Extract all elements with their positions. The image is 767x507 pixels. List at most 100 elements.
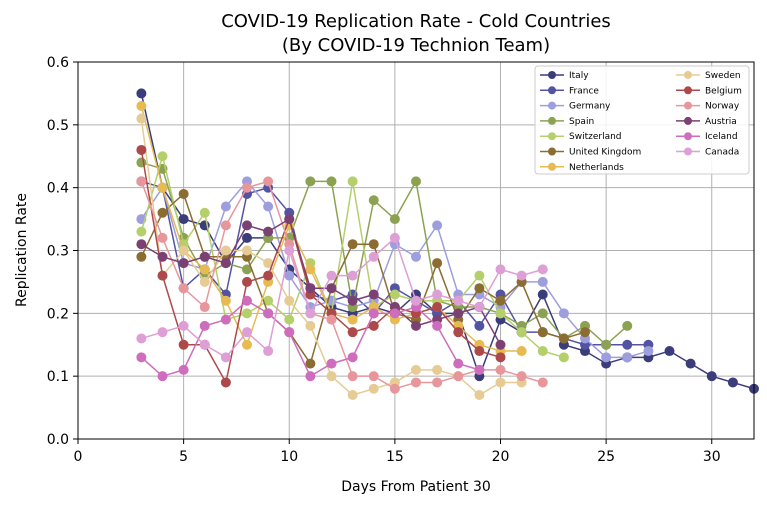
point-united-kingdom bbox=[537, 327, 548, 338]
point-austria bbox=[220, 258, 231, 269]
legend-label: Italy bbox=[569, 71, 589, 81]
point-united-kingdom bbox=[136, 251, 147, 262]
point-sweden bbox=[305, 320, 316, 331]
point-germany bbox=[643, 346, 654, 357]
legend-swatch-marker bbox=[684, 116, 692, 125]
point-norway bbox=[242, 182, 252, 193]
point-norway bbox=[389, 383, 400, 394]
point-switzerland bbox=[389, 289, 400, 300]
point-united-kingdom bbox=[432, 258, 443, 269]
point-switzerland bbox=[199, 207, 210, 218]
point-austria bbox=[157, 251, 168, 262]
series-layer bbox=[136, 88, 759, 401]
y-tick-label: 0.0 bbox=[47, 432, 69, 448]
point-belgium bbox=[453, 327, 464, 338]
legend-swatch-marker bbox=[548, 86, 556, 95]
point-canada bbox=[495, 264, 506, 275]
point-iceland bbox=[389, 308, 400, 319]
point-norway bbox=[516, 371, 527, 382]
point-italy bbox=[706, 371, 717, 382]
legend-swatch-marker bbox=[684, 71, 692, 79]
point-netherlands bbox=[199, 264, 210, 275]
x-tick-label: 25 bbox=[597, 449, 615, 465]
point-austria bbox=[199, 251, 210, 262]
legend-item-sweden: Sweden bbox=[676, 71, 741, 81]
point-canada bbox=[474, 302, 485, 313]
point-italy bbox=[136, 88, 147, 99]
point-switzerland bbox=[347, 176, 358, 187]
point-france bbox=[622, 339, 633, 350]
point-iceland bbox=[347, 352, 358, 363]
point-canada bbox=[432, 289, 443, 300]
legend-label: Belgium bbox=[705, 86, 742, 96]
point-spain bbox=[389, 214, 400, 225]
point-belgium bbox=[347, 327, 358, 338]
point-norway bbox=[411, 377, 421, 388]
legend-item-netherlands: Netherlands bbox=[540, 162, 624, 173]
point-united-kingdom bbox=[157, 207, 168, 218]
point-netherlands bbox=[516, 346, 527, 357]
legend-label: Sweden bbox=[705, 71, 741, 81]
point-iceland bbox=[474, 364, 485, 375]
legend-item-italy: Italy bbox=[540, 71, 589, 81]
point-united-kingdom bbox=[580, 327, 590, 338]
point-sweden bbox=[347, 390, 358, 401]
point-belgium bbox=[432, 302, 443, 313]
series-austria bbox=[136, 214, 506, 350]
point-switzerland bbox=[157, 151, 168, 162]
point-italy bbox=[537, 289, 548, 300]
point-iceland bbox=[136, 352, 147, 363]
point-norway bbox=[537, 377, 548, 388]
point-norway bbox=[178, 283, 189, 294]
legend-swatch-marker bbox=[548, 132, 556, 141]
x-tick-label: 0 bbox=[74, 449, 83, 465]
point-canada bbox=[389, 232, 400, 243]
legend-label: Netherlands bbox=[569, 163, 624, 173]
point-sweden bbox=[432, 364, 443, 375]
point-austria bbox=[284, 214, 295, 225]
point-sweden bbox=[242, 245, 252, 256]
point-netherlands bbox=[157, 182, 168, 193]
y-tick-label: 0.3 bbox=[47, 244, 69, 260]
legend-swatch-marker bbox=[548, 71, 556, 79]
y-tick-label: 0.6 bbox=[47, 55, 69, 71]
point-belgium bbox=[495, 352, 506, 363]
point-iceland bbox=[220, 314, 231, 325]
legend-swatch-marker bbox=[684, 132, 692, 141]
x-tick-label: 15 bbox=[386, 449, 404, 465]
point-netherlands bbox=[305, 264, 316, 275]
series-norway bbox=[136, 176, 548, 394]
point-switzerland bbox=[263, 295, 274, 306]
point-switzerland bbox=[558, 352, 569, 363]
point-spain bbox=[411, 176, 421, 187]
point-spain bbox=[305, 176, 316, 187]
y-tick-label: 0.4 bbox=[47, 181, 69, 197]
point-germany bbox=[263, 201, 274, 212]
point-austria bbox=[263, 226, 274, 237]
point-iceland bbox=[368, 308, 379, 319]
point-spain bbox=[622, 320, 633, 331]
point-italy bbox=[685, 358, 696, 369]
point-sweden bbox=[136, 113, 147, 124]
point-germany bbox=[220, 201, 231, 212]
point-austria bbox=[178, 258, 189, 269]
point-switzerland bbox=[537, 346, 548, 357]
point-canada bbox=[136, 333, 147, 344]
point-belgium bbox=[474, 346, 485, 357]
point-sweden bbox=[495, 377, 506, 388]
x-tick-label: 5 bbox=[179, 449, 188, 465]
point-sweden bbox=[263, 258, 274, 269]
legend-swatch-marker bbox=[548, 101, 556, 110]
x-tick-label: 30 bbox=[703, 449, 721, 465]
point-canada bbox=[516, 270, 527, 281]
series-canada bbox=[136, 232, 548, 363]
point-canada bbox=[326, 270, 337, 281]
x-tick-label: 20 bbox=[492, 449, 510, 465]
point-netherlands bbox=[347, 314, 358, 325]
point-iceland bbox=[263, 308, 274, 319]
point-spain bbox=[537, 308, 548, 319]
point-italy bbox=[664, 346, 675, 357]
point-spain bbox=[242, 264, 252, 275]
point-sweden bbox=[199, 276, 210, 287]
legend-item-germany: Germany bbox=[540, 101, 611, 112]
